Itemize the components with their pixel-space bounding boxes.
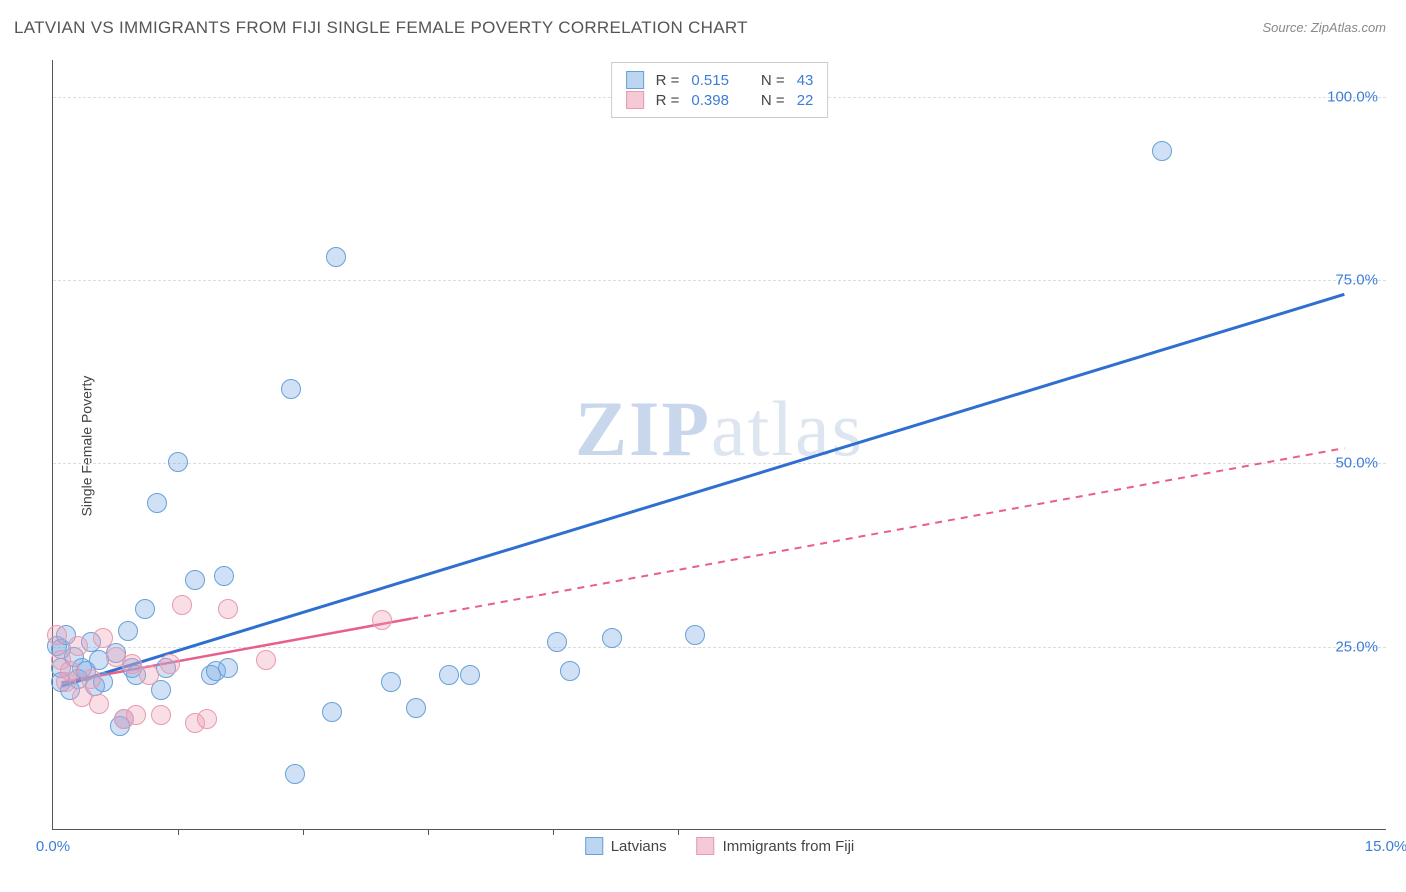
- chart-title: LATVIAN VS IMMIGRANTS FROM FIJI SINGLE F…: [14, 18, 748, 38]
- trend-line-dashed: [411, 448, 1344, 618]
- trend-line-solid: [61, 294, 1344, 686]
- data-point-series-1: [81, 669, 101, 689]
- data-point-series-1: [68, 636, 88, 656]
- data-point-series-0: [135, 599, 155, 619]
- data-point-series-0: [381, 672, 401, 692]
- y-tick-label: 25.0%: [1335, 638, 1378, 655]
- r-label: R =: [656, 92, 680, 109]
- legend-item-0: Latvians: [585, 837, 667, 855]
- legend-label-1: Immigrants from Fiji: [723, 838, 855, 855]
- legend-swatch-0b: [585, 837, 603, 855]
- data-point-series-0: [118, 621, 138, 641]
- legend-swatch-0: [626, 71, 644, 89]
- legend-swatch-1b: [697, 837, 715, 855]
- data-point-series-1: [256, 650, 276, 670]
- data-point-series-1: [93, 628, 113, 648]
- legend-stats-row-0: R = 0.515 N = 43: [626, 71, 814, 89]
- data-point-series-0: [685, 625, 705, 645]
- n-label: N =: [761, 72, 785, 89]
- x-tick: [678, 829, 679, 835]
- data-point-series-1: [172, 595, 192, 615]
- data-point-series-0: [1152, 141, 1172, 161]
- data-point-series-0: [560, 661, 580, 681]
- x-tick: [303, 829, 304, 835]
- x-tick: [553, 829, 554, 835]
- source-attribution: Source: ZipAtlas.com: [1262, 20, 1386, 35]
- data-point-series-0: [460, 665, 480, 685]
- n-label: N =: [761, 92, 785, 109]
- grid-line: [53, 280, 1386, 281]
- data-point-series-0: [602, 628, 622, 648]
- data-point-series-0: [547, 632, 567, 652]
- x-tick: [178, 829, 179, 835]
- data-point-series-0: [326, 247, 346, 267]
- n-value-1: 22: [797, 92, 814, 109]
- data-point-series-1: [151, 705, 171, 725]
- r-label: R =: [656, 72, 680, 89]
- data-point-series-0: [214, 566, 234, 586]
- legend-label-0: Latvians: [611, 838, 667, 855]
- y-tick-label: 100.0%: [1327, 88, 1378, 105]
- legend-swatch-1: [626, 91, 644, 109]
- y-tick-label: 75.0%: [1335, 272, 1378, 289]
- data-point-series-1: [160, 654, 180, 674]
- r-value-1: 0.398: [691, 92, 729, 109]
- data-point-series-0: [322, 702, 342, 722]
- data-point-series-0: [285, 764, 305, 784]
- grid-line: [53, 463, 1386, 464]
- y-tick-label: 50.0%: [1335, 455, 1378, 472]
- data-point-series-0: [406, 698, 426, 718]
- data-point-series-0: [185, 570, 205, 590]
- data-point-series-0: [281, 379, 301, 399]
- r-value-0: 0.515: [691, 72, 729, 89]
- watermark-rest: atlas: [711, 385, 864, 472]
- data-point-series-1: [47, 625, 67, 645]
- x-tick: [428, 829, 429, 835]
- legend-item-1: Immigrants from Fiji: [697, 837, 855, 855]
- legend-stats: R = 0.515 N = 43 R = 0.398 N = 22: [611, 62, 829, 118]
- data-point-series-1: [372, 610, 392, 630]
- chart-plot-area: ZIPatlas 25.0%50.0%75.0%100.0% 0.0% 15.0…: [52, 60, 1386, 830]
- data-point-series-0: [168, 452, 188, 472]
- n-value-0: 43: [797, 72, 814, 89]
- data-point-series-0: [147, 493, 167, 513]
- data-point-series-1: [60, 661, 80, 681]
- data-point-series-0: [439, 665, 459, 685]
- watermark: ZIPatlas: [575, 384, 864, 474]
- data-point-series-1: [89, 694, 109, 714]
- x-axis-min-label: 0.0%: [36, 838, 70, 855]
- legend-series: Latvians Immigrants from Fiji: [585, 837, 855, 855]
- data-point-series-1: [197, 709, 217, 729]
- grid-line: [53, 647, 1386, 648]
- data-point-series-1: [126, 705, 146, 725]
- data-point-series-0: [218, 658, 238, 678]
- legend-stats-row-1: R = 0.398 N = 22: [626, 91, 814, 109]
- x-axis-max-label: 15.0%: [1365, 838, 1406, 855]
- data-point-series-1: [139, 665, 159, 685]
- trend-lines-svg: [53, 60, 1386, 829]
- data-point-series-1: [218, 599, 238, 619]
- watermark-bold: ZIP: [575, 385, 711, 472]
